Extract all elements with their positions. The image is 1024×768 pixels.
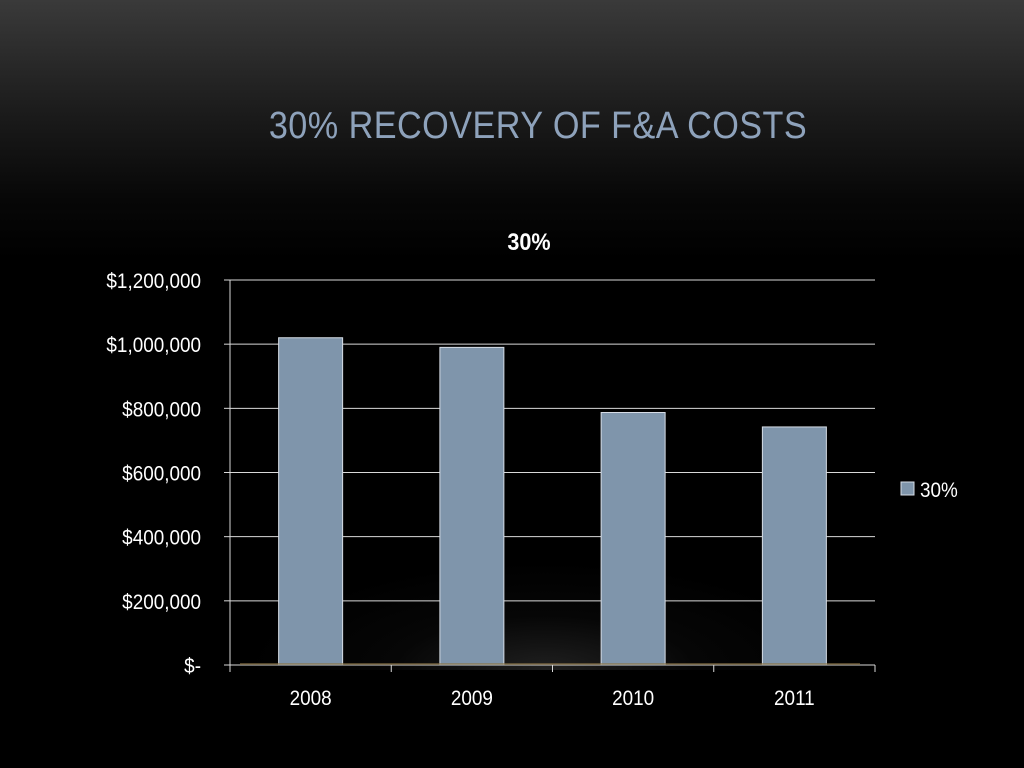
x-tick-label: 2010 <box>612 687 654 710</box>
y-tick-label: $400,000 <box>122 527 201 550</box>
x-tick-label: 2009 <box>451 687 493 710</box>
y-tick-label: $800,000 <box>122 398 201 421</box>
bar <box>439 346 505 666</box>
legend-label: 30% <box>920 479 958 502</box>
y-tick-label: $- <box>184 655 201 678</box>
y-tick-label: $1,200,000 <box>106 270 201 293</box>
chart-title: 30% <box>507 228 550 255</box>
x-tick-label: 2011 <box>774 687 815 710</box>
bar <box>600 412 666 666</box>
bar <box>761 426 827 666</box>
x-tick-label: 2008 <box>290 687 332 710</box>
y-tick-label: $200,000 <box>122 591 201 614</box>
legend-swatch <box>900 481 915 496</box>
y-tick-label: $1,000,000 <box>106 334 201 357</box>
slide-title: 30% Recovery of F&A Costs <box>268 105 808 147</box>
bar <box>278 337 344 666</box>
y-tick-label: $600,000 <box>122 463 201 486</box>
